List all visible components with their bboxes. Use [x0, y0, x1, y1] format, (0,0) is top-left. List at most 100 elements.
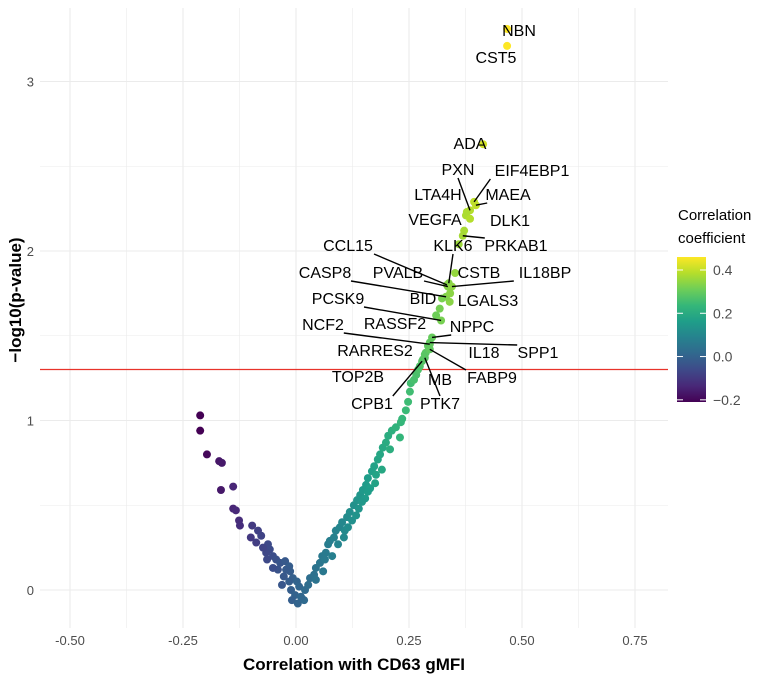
- data-point: [216, 485, 225, 494]
- grid: [40, 8, 668, 628]
- data-point: [259, 543, 268, 552]
- data-point: [311, 575, 320, 584]
- point-label: LGALS3: [458, 293, 519, 310]
- data-point: [279, 572, 288, 581]
- data-point: [296, 592, 305, 601]
- point-label: SPP1: [518, 345, 559, 362]
- data-point: [343, 523, 352, 532]
- point-label: MB: [428, 372, 452, 389]
- data-point: [304, 580, 313, 589]
- point-label: PCSK9: [312, 291, 365, 308]
- data-point: [376, 450, 385, 459]
- label-connector: [475, 202, 488, 206]
- point-label: RASSF2: [364, 316, 426, 333]
- data-point: [372, 470, 381, 479]
- data-point: [285, 577, 294, 586]
- label-connector: [373, 253, 448, 286]
- x-tick-label: 0.25: [396, 633, 421, 648]
- point-label: CST5: [476, 50, 517, 67]
- data-point: [196, 411, 205, 420]
- label-connector: [392, 360, 423, 397]
- y-axis-ticks: 0 1 2 3: [27, 75, 34, 599]
- colorbar-tick-label: 0.4: [713, 262, 733, 278]
- point-label: NPPC: [450, 319, 494, 336]
- labeled-data-point: [466, 214, 475, 223]
- point-label: NBN: [502, 23, 536, 40]
- label-connector: [451, 280, 514, 288]
- point-label: MAEA: [485, 187, 531, 204]
- colorbar-tick-label: 0.2: [713, 305, 733, 321]
- data-point: [319, 567, 328, 576]
- data-point: [339, 533, 348, 542]
- label-connectors: [343, 177, 518, 397]
- data-point: [338, 518, 347, 527]
- point-label: KLK6: [433, 238, 472, 255]
- data-point: [404, 397, 413, 406]
- label-connector: [448, 253, 454, 284]
- point-labels: NBN CST5 ADA EIF4EBP1 PXN LTA4H MAEA VEGFA DLK1 P…: [299, 23, 571, 413]
- data-point: [377, 465, 386, 474]
- data-point: [295, 582, 304, 591]
- x-axis-title: Correlation with CD63 gMFI: [243, 655, 465, 674]
- label-connector: [431, 334, 452, 339]
- point-label: PXN: [442, 162, 475, 179]
- data-point: [395, 433, 404, 442]
- data-point: [235, 521, 244, 530]
- label-connector: [363, 306, 442, 322]
- data-point: [229, 482, 238, 491]
- data-points: [196, 24, 512, 608]
- point-label: CSTB: [458, 265, 501, 282]
- label-connector: [462, 235, 485, 239]
- data-point: [263, 555, 272, 564]
- data-point: [277, 580, 286, 589]
- data-point: [435, 304, 444, 313]
- data-point: [354, 504, 363, 513]
- data-point: [381, 438, 390, 447]
- label-connector: [424, 357, 441, 397]
- point-label: CPB1: [351, 396, 393, 413]
- y-tick-label: 3: [27, 75, 34, 90]
- data-point: [328, 552, 337, 561]
- legend-title-line2: coefficient: [678, 230, 746, 247]
- label-connector: [429, 348, 467, 371]
- x-tick-label: 0.50: [509, 633, 534, 648]
- labeled-data-point: [446, 289, 455, 298]
- data-point: [293, 599, 302, 608]
- data-point: [391, 423, 400, 432]
- y-tick-label: 1: [27, 414, 34, 429]
- y-tick-label: 2: [27, 244, 34, 259]
- label-connector: [423, 280, 449, 288]
- color-legend: Correlation coefficient 0.4 0.2 0.0 −0.2: [677, 207, 751, 408]
- point-label: DLK1: [490, 213, 530, 230]
- data-point: [320, 555, 329, 564]
- point-label: ADA: [454, 136, 487, 153]
- data-point: [252, 538, 261, 547]
- x-tick-label: -0.50: [55, 633, 85, 648]
- point-label: BID: [410, 291, 437, 308]
- data-point: [454, 240, 463, 249]
- x-tick-label: 0.00: [283, 633, 308, 648]
- data-point: [202, 450, 211, 459]
- data-point: [370, 462, 379, 471]
- label-connector: [457, 177, 471, 211]
- labeled-data-point: [451, 269, 460, 278]
- point-label: CCL15: [323, 238, 373, 255]
- data-point: [352, 511, 361, 520]
- point-label: IL18BP: [519, 265, 571, 282]
- point-label: PTK7: [420, 396, 460, 413]
- label-connector: [343, 332, 430, 345]
- label-connector: [473, 178, 491, 203]
- data-point: [432, 311, 441, 320]
- point-label: FABP9: [467, 370, 517, 387]
- point-label: VEGFA: [408, 212, 462, 229]
- point-label: NCF2: [302, 317, 344, 334]
- label-connector: [429, 341, 518, 346]
- point-label: RARRES2: [337, 343, 413, 360]
- data-point: [334, 540, 343, 549]
- data-point: [321, 548, 330, 557]
- data-point: [386, 445, 395, 454]
- labeled-data-point: [503, 41, 512, 50]
- data-point: [282, 565, 291, 574]
- data-point: [363, 474, 372, 483]
